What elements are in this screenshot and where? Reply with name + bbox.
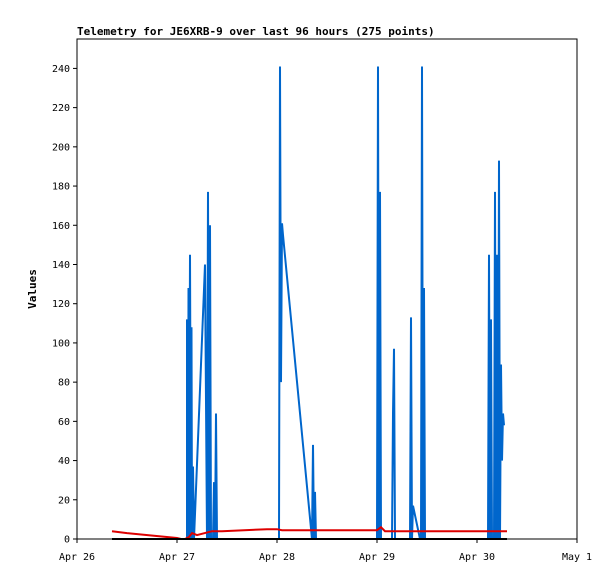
y-axis-label: Values bbox=[26, 269, 39, 309]
y-tick-label: 220 bbox=[52, 103, 70, 114]
plot-area-frame bbox=[76, 38, 578, 540]
y-tick-label: 160 bbox=[52, 221, 70, 232]
x-tick-label: Apr 30 bbox=[459, 552, 495, 563]
y-tick-label: 40 bbox=[58, 456, 70, 467]
y-tick-label: 200 bbox=[52, 142, 70, 153]
y-tick-label: 100 bbox=[52, 338, 70, 349]
x-tick-label: May 1 bbox=[562, 552, 592, 563]
chart-title: Telemetry for JE6XRB-9 over last 96 hour… bbox=[77, 25, 435, 38]
y-tick-label: 60 bbox=[58, 417, 70, 428]
x-axis-ticks: Apr 26 Apr 27 Apr 28 Apr 29 Apr 30 May 1 bbox=[59, 539, 592, 563]
y-tick-label: 80 bbox=[58, 378, 70, 389]
y-tick-label: 140 bbox=[52, 260, 70, 271]
x-tick-label: Apr 29 bbox=[359, 552, 395, 563]
y-axis-ticks: 0 20 40 60 80 100 120 140 160 180 200 220 240 bbox=[52, 64, 77, 546]
y-tick-label: 180 bbox=[52, 182, 70, 193]
y-tick-label: 120 bbox=[52, 299, 70, 310]
x-tick-label: Apr 26 bbox=[59, 552, 95, 563]
series-layer bbox=[111, 66, 507, 540]
y-tick-label: 240 bbox=[52, 64, 70, 75]
y-tick-label: 0 bbox=[64, 535, 70, 546]
x-tick-label: Apr 28 bbox=[259, 552, 295, 563]
y-tick-label: 20 bbox=[58, 495, 70, 506]
x-tick-label: Apr 27 bbox=[159, 552, 195, 563]
